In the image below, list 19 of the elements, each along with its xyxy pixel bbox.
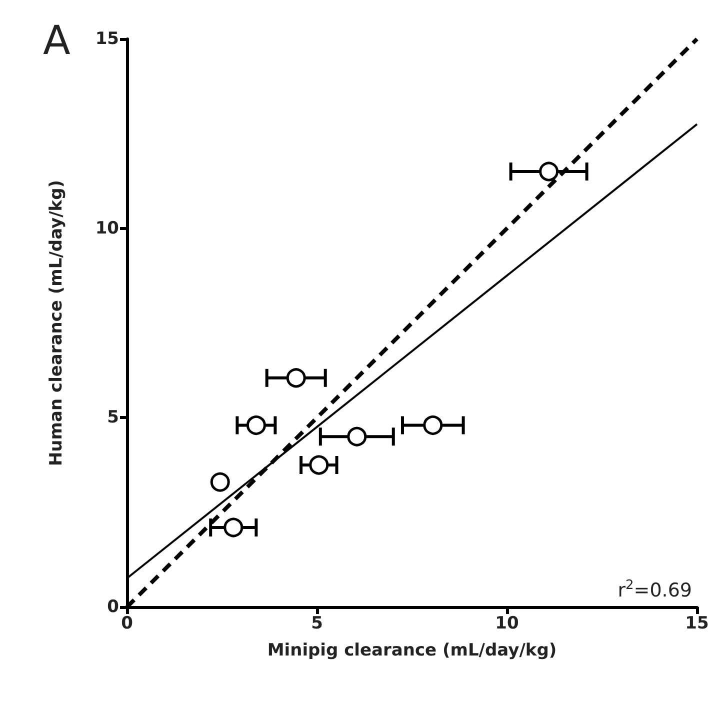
y-tick-label: 0 bbox=[107, 597, 120, 617]
point bbox=[309, 455, 329, 475]
x-tick-label: 15 bbox=[685, 614, 709, 634]
x-axis-title: Minipig clearance (mL/day/kg) bbox=[267, 640, 557, 660]
y-tick-label: 10 bbox=[95, 218, 120, 238]
y-tick-label: 15 bbox=[95, 29, 119, 49]
x-tick-label: 0 bbox=[121, 614, 134, 634]
point bbox=[210, 472, 230, 492]
point bbox=[539, 162, 559, 182]
point bbox=[246, 415, 266, 435]
point bbox=[423, 415, 443, 435]
chart-title: A bbox=[43, 18, 71, 64]
y-axis-title: Human clearance (mL/day/kg) bbox=[46, 180, 66, 466]
point bbox=[347, 426, 367, 446]
point bbox=[286, 368, 306, 388]
point bbox=[224, 518, 244, 538]
x-tick-label: 5 bbox=[311, 614, 323, 634]
y-tick-label: 5 bbox=[107, 408, 119, 428]
x-tick-label: 10 bbox=[495, 614, 519, 634]
